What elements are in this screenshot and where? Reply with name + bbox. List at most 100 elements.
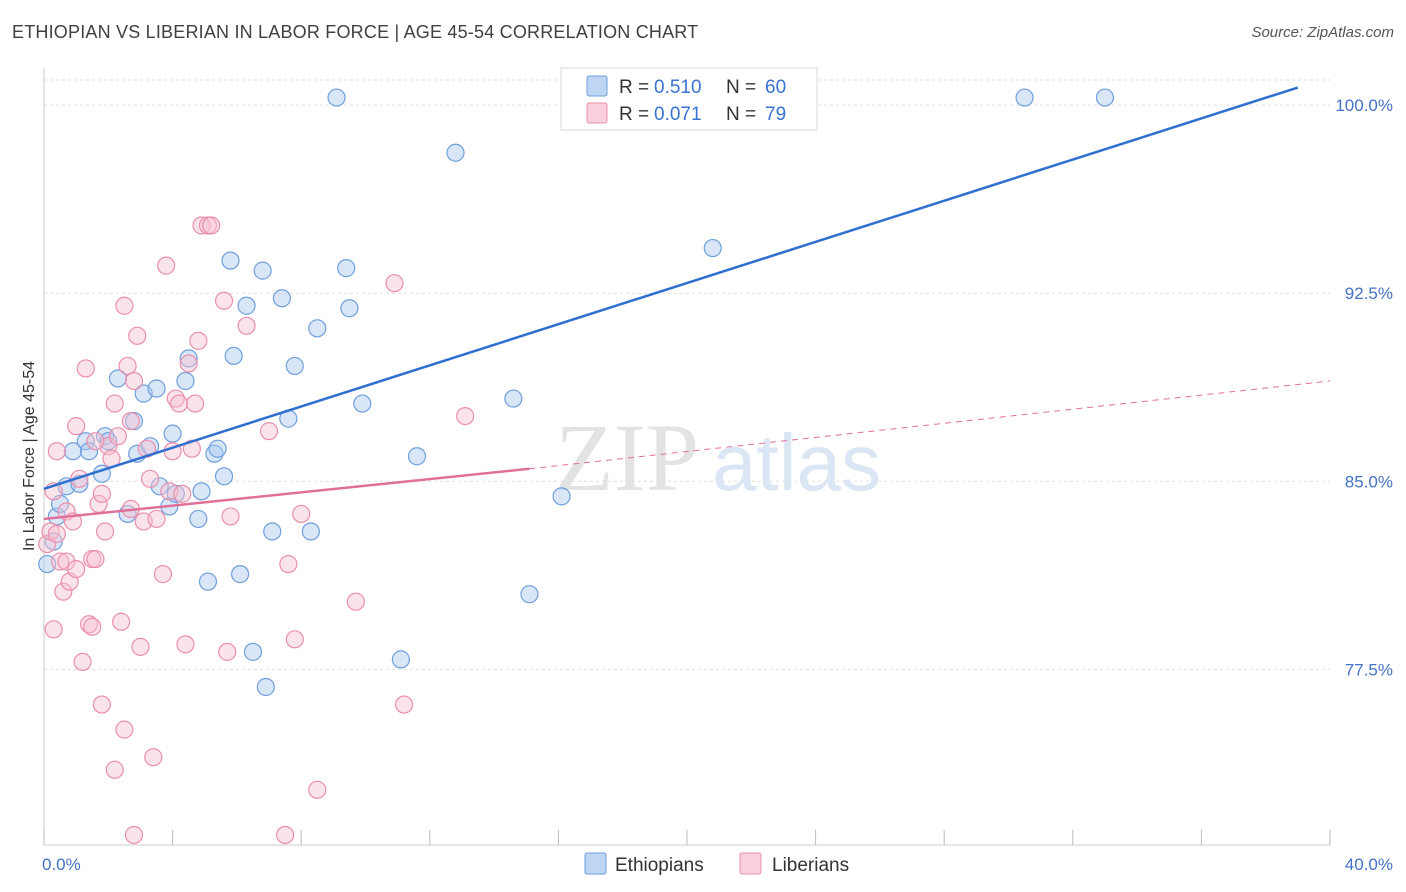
ethiopians-point (208, 439, 227, 458)
liberians-point (189, 331, 208, 350)
stats-legend-n-value-ethiopians: 60 (765, 77, 786, 98)
liberians-point (237, 316, 256, 335)
ethiopians-point (337, 259, 356, 278)
ethiopians-point (504, 389, 523, 408)
ethiopians-point (308, 319, 327, 338)
liberians-point (456, 406, 475, 426)
liberians-point (108, 427, 128, 446)
ethiopians-point (285, 356, 304, 376)
liberians-point (346, 592, 365, 611)
liberians-point (47, 524, 66, 544)
liberians-point (157, 256, 176, 275)
liberians-point (176, 635, 195, 654)
ethiopians-point (263, 522, 282, 541)
liberians-point (124, 371, 144, 391)
ethiopians-point (150, 477, 169, 496)
liberians-point (105, 394, 124, 413)
y-tick-label: 100.0% (1335, 96, 1393, 115)
liberians-point (76, 359, 95, 378)
ethiopians-point (189, 509, 208, 529)
chart-source: Source: ZipAtlas.com (1251, 24, 1394, 41)
x-axis-ticks (43, 830, 1331, 845)
series-legend-swatch-liberians (739, 852, 762, 875)
liberians-point (44, 620, 63, 639)
liberians-point (92, 484, 111, 503)
liberians-point (385, 274, 404, 293)
ethiopians-point (205, 444, 224, 463)
series-legend: Ethiopians Liberians (584, 852, 849, 876)
ethiopians-point (256, 677, 275, 697)
liberians-point (115, 296, 134, 315)
ethiopians-point (353, 394, 372, 413)
ethiopians-point (552, 487, 571, 506)
x-tick-label-min: 0.0% (42, 855, 81, 874)
ethiopians-point (179, 349, 198, 368)
ethiopians-point (703, 238, 722, 258)
stats-legend-swatch-ethiopians (586, 75, 608, 97)
liberians-point (83, 617, 102, 636)
series-legend-swatch-ethiopians (584, 852, 607, 875)
ethiopians-point (301, 522, 320, 541)
ethiopians-point (99, 432, 118, 451)
series-legend-label-liberians: Liberians (772, 855, 849, 876)
stats-legend-r-label-ethiopians: R = (619, 77, 649, 98)
y-tick-label: 92.5% (1345, 284, 1393, 303)
liberians-point (67, 559, 86, 579)
liberians-point (79, 615, 99, 634)
ethiopians-point (163, 424, 182, 443)
stats-legend: R = 0.510 N = 60 R = 0.071 N = 79 (560, 67, 818, 131)
liberians-point (292, 504, 311, 524)
liberians-point (86, 549, 105, 569)
watermark-zip: ZIP (555, 404, 699, 511)
stats-legend-r-label-liberians: R = (619, 104, 649, 125)
liberians-point (121, 412, 140, 431)
ethiopians-point (221, 251, 240, 270)
liberians-point (67, 417, 86, 436)
liberians-point (95, 522, 115, 541)
stats-legend-n-label-liberians: N = (726, 104, 756, 125)
stats-legend-r-value-ethiopians: 0.510 (654, 77, 702, 98)
ethiopians-points (38, 88, 1115, 697)
liberians-point (124, 825, 144, 845)
liberians-point (279, 554, 298, 574)
liberians-point (218, 642, 237, 661)
y-tick-labels: 77.5% 85.0% 92.5% 100.0% (1335, 96, 1393, 679)
y-tick-label: 85.0% (1345, 472, 1393, 491)
liberians-point (166, 389, 185, 408)
y-tick-label: 77.5% (1345, 660, 1393, 679)
liberians-point (202, 216, 221, 235)
liberians-point (285, 630, 304, 649)
ethiopians-point (214, 467, 234, 486)
stats-legend-swatch-liberians (586, 102, 608, 124)
liberians-point (169, 394, 189, 413)
liberians-point (131, 637, 150, 656)
watermark-atlas: atlas (712, 418, 881, 507)
ethiopians-point (95, 427, 115, 446)
stats-legend-n-value-liberians: 79 (765, 104, 786, 125)
liberians-point (179, 354, 198, 373)
liberians-point (394, 695, 414, 714)
liberians-point (105, 760, 124, 779)
ethiopians-trend-line (43, 86, 1299, 491)
liberians-trend-line-extension (529, 380, 1331, 470)
liberians-point (86, 432, 105, 451)
watermark: ZIP atlas (555, 404, 881, 511)
ethiopians-point (63, 442, 83, 461)
ethiopians-point (147, 379, 166, 398)
liberians-point (73, 652, 92, 672)
ethiopians-point (520, 585, 539, 604)
liberians-point (115, 720, 134, 739)
ethiopians-point (237, 296, 256, 315)
liberians-point (54, 582, 73, 601)
liberians-point (308, 780, 327, 799)
liberians-trend-line (43, 467, 530, 521)
liberians-point (173, 484, 192, 503)
liberians-point (47, 442, 66, 461)
liberians-point (112, 612, 131, 631)
liberians-point (50, 552, 70, 571)
ethiopians-point (76, 432, 95, 451)
ethiopians-point (1015, 88, 1034, 107)
trend-lines (43, 86, 1331, 521)
liberians-point (221, 507, 240, 526)
